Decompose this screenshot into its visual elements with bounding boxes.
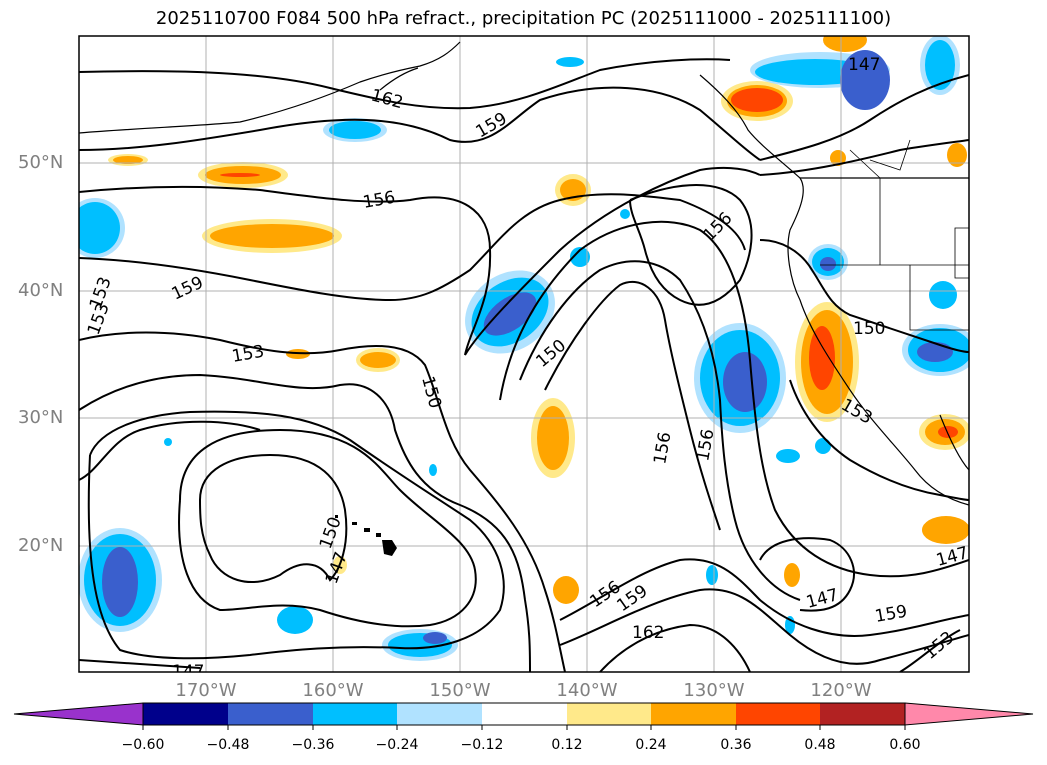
precip-positive-areas [108, 36, 969, 604]
colorbar-extend-min [13, 702, 144, 726]
contour-label: 150 [853, 319, 885, 339]
colorbar-tick-label: 0.36 [720, 737, 752, 753]
colorbar-swatch [143, 703, 228, 725]
contour-label: 147 [848, 55, 880, 75]
colorbar-tick-label: 0.48 [804, 737, 836, 753]
precip-negative-areas [79, 36, 969, 661]
colorbar-swatch [651, 703, 736, 725]
refractivity-contours [79, 58, 969, 672]
colorbar-swatch [736, 703, 820, 725]
lon-label: 160°W [302, 680, 364, 701]
lat-label: 40°N [18, 280, 64, 301]
colorbar-extend-max [904, 702, 1034, 726]
coastlines [79, 41, 969, 506]
lon-label: 150°W [429, 680, 491, 701]
contour-label: 147 [172, 662, 204, 682]
contour-label: 162 [632, 623, 664, 643]
colorbar-tick-label: −0.48 [206, 737, 250, 753]
lon-label: 120°W [810, 680, 872, 701]
colorbar [13, 702, 1034, 730]
colorbar-tick-label: 0.60 [889, 737, 921, 753]
colorbar-tick-label: 0.12 [551, 737, 583, 753]
colorbar-swatch [482, 703, 567, 725]
lon-label: 140°W [556, 680, 618, 701]
map-title: 2025110700 F084 500 hPa refract., precip… [155, 8, 892, 29]
map-border [78, 35, 970, 673]
colorbar-tick-label: −0.36 [291, 737, 335, 753]
colorbar-tick-label: −0.24 [375, 737, 419, 753]
lat-label: 30°N [18, 407, 64, 428]
lat-label: 20°N [18, 535, 64, 556]
colorbar-tick-label: 0.24 [635, 737, 667, 753]
colorbar-swatch [228, 703, 313, 725]
colorbar-swatch [567, 703, 651, 725]
colorbar-swatch [397, 703, 482, 725]
lat-label: 50°N [18, 152, 64, 173]
lon-label: 130°W [683, 680, 745, 701]
colorbar-tick-label: −0.12 [460, 737, 504, 753]
lon-label: 170°W [175, 680, 237, 701]
hawaiian-islands [335, 515, 397, 556]
colorbar-swatch [313, 703, 397, 725]
colorbar-tick-label: −0.60 [121, 737, 165, 753]
colorbar-swatch [820, 703, 905, 725]
